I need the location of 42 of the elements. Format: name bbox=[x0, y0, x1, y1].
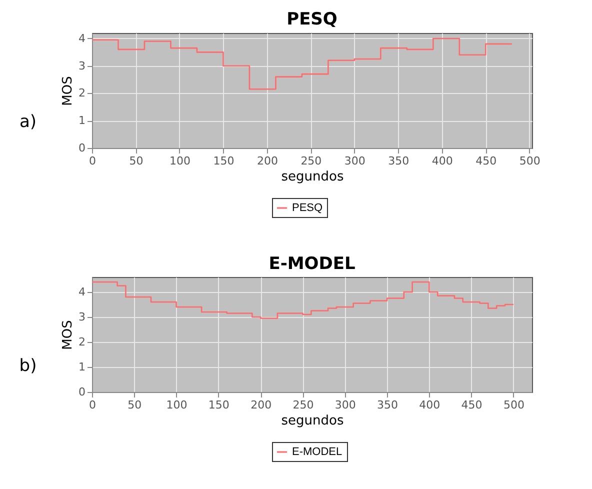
x-tick-label: 0 bbox=[89, 398, 96, 411]
x-tick-label: 400 bbox=[419, 398, 440, 411]
y-tick-label: 2 bbox=[78, 335, 86, 348]
x-tick-label: 300 bbox=[334, 398, 356, 411]
y-tick-label: 3 bbox=[78, 310, 86, 323]
x-tick-label: 400 bbox=[432, 154, 453, 168]
y-tick-label: 0 bbox=[78, 142, 86, 154]
x-tick-label: 350 bbox=[388, 154, 410, 168]
x-tick-label: 250 bbox=[300, 154, 322, 168]
x-tick-label: 200 bbox=[250, 398, 272, 411]
text: b) bbox=[18, 356, 38, 376]
x-tick-label: 150 bbox=[208, 398, 230, 411]
x-tick-label: 150 bbox=[213, 154, 234, 168]
y-tick-label: 4 bbox=[78, 285, 86, 298]
x-tick-label: 0 bbox=[89, 154, 96, 168]
x-tick-label: 450 bbox=[476, 154, 497, 168]
x-tick-label: 200 bbox=[256, 154, 278, 168]
text: a) bbox=[18, 112, 38, 132]
x-tick-label: 500 bbox=[503, 398, 524, 411]
y-tick-label: 1 bbox=[78, 360, 86, 373]
x-tick-label: 50 bbox=[129, 154, 144, 168]
x-tick-label: 100 bbox=[169, 154, 190, 168]
x-axis-title: segundos bbox=[281, 170, 344, 184]
y-axis-title: MOS bbox=[60, 76, 76, 106]
y-axis-title: MOS bbox=[60, 320, 76, 350]
x-tick-label: 350 bbox=[377, 398, 398, 411]
legend-label: PESQ bbox=[292, 202, 324, 214]
legend-label: E-MODEL bbox=[292, 446, 342, 458]
y-tick-label: 2 bbox=[78, 86, 86, 100]
x-tick-label: 450 bbox=[461, 398, 482, 411]
x-tick-label: 50 bbox=[128, 398, 142, 411]
y-tick-label: 0 bbox=[78, 385, 86, 398]
x-tick-label: 500 bbox=[519, 154, 540, 168]
y-tick-label: 4 bbox=[78, 32, 86, 45]
chart-title: E-MODEL bbox=[268, 254, 356, 274]
x-tick-label: 100 bbox=[166, 398, 188, 411]
y-tick-label: 3 bbox=[78, 59, 86, 72]
y-tick-label: 1 bbox=[78, 114, 86, 128]
x-tick-label: 250 bbox=[292, 398, 314, 411]
x-tick-label: 300 bbox=[344, 154, 366, 168]
x-axis-title: segundos bbox=[281, 413, 344, 428]
chart-title: PESQ bbox=[286, 9, 338, 30]
